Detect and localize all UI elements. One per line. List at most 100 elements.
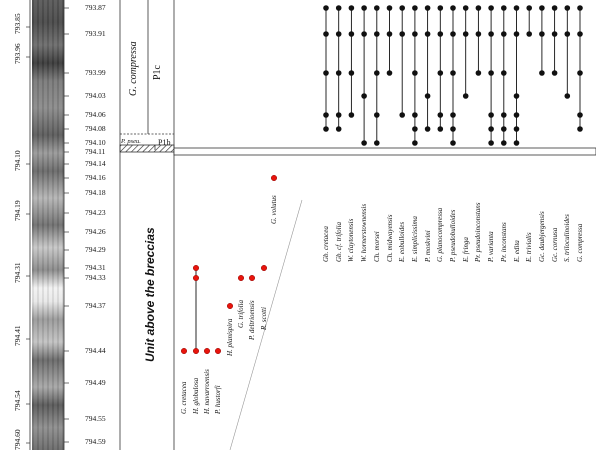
upper-species-label: Gc. cornusa xyxy=(550,227,559,262)
upper-species-label: E. fringa xyxy=(461,237,470,262)
occurrence-dot xyxy=(501,112,507,118)
right-depth-label: 794.26 xyxy=(85,227,106,236)
occurrence-dot xyxy=(450,140,456,146)
right-depth-label: 794.03 xyxy=(85,91,106,100)
occurrence-dot xyxy=(424,31,431,37)
occurrence-dot xyxy=(488,70,494,76)
upper-species-label: P. pseudobulloides xyxy=(449,209,457,262)
right-depth-label: 794.44 xyxy=(85,346,106,355)
occurrence-dot xyxy=(450,5,456,11)
right-depth-label: 793.91 xyxy=(85,29,106,38)
occurrence-dot xyxy=(564,5,571,11)
lower-species-label: H. planispira xyxy=(226,318,234,356)
occurrence-dot xyxy=(335,126,342,132)
occurrence-dot xyxy=(374,70,380,76)
occurrence-dot xyxy=(462,31,469,37)
occurrence-dot xyxy=(374,140,380,146)
occurrence-dot xyxy=(475,31,482,37)
occurrence-dot xyxy=(513,5,520,11)
occurrence-dot xyxy=(348,112,355,118)
occurrence-dot-red xyxy=(203,348,210,355)
occurrence-dot xyxy=(488,140,494,146)
occurrence-dot xyxy=(501,126,507,132)
occurrence-dot xyxy=(513,93,520,99)
right-depth-label: 794.16 xyxy=(85,173,106,182)
occurrence-dot xyxy=(424,126,431,132)
right-depth-label: 794.11 xyxy=(85,147,106,156)
occurrence-dot xyxy=(551,31,558,37)
occurrence-dot xyxy=(335,70,342,76)
breccia-band-upper-panel xyxy=(173,147,596,156)
occurrence-dot xyxy=(323,112,329,118)
right-depth-label: 794.31 xyxy=(85,263,106,272)
occurrence-dot xyxy=(412,70,418,76)
core-photo xyxy=(32,0,64,450)
occurrence-dot xyxy=(488,126,494,132)
upper-species-label: G. planocompressa xyxy=(436,207,445,262)
occurrence-dot xyxy=(551,70,558,76)
occurrence-dot xyxy=(437,112,444,118)
lower-species-label: H. globulosa xyxy=(192,377,200,414)
left-depth-label: 794.31 xyxy=(13,262,22,283)
upper-species-label: W. hornerstownensis xyxy=(360,203,369,262)
occurrence-dot xyxy=(361,140,367,146)
blank-box-upper xyxy=(182,0,232,115)
occurrence-dot xyxy=(564,31,571,37)
right-depth-label: 794.59 xyxy=(85,437,106,446)
occurrence-dot xyxy=(462,93,469,99)
left-depth-label: 794.19 xyxy=(13,200,22,221)
occurrence-dot xyxy=(412,31,418,37)
left-depth-label: 794.10 xyxy=(13,150,22,171)
occurrence-dot xyxy=(437,31,444,37)
occurrence-dot xyxy=(437,70,444,76)
occurrence-dot xyxy=(437,5,444,11)
occurrence-dot xyxy=(412,126,418,132)
occurrence-dot-red xyxy=(192,348,199,355)
occurrence-dot xyxy=(374,112,380,118)
occurrence-dot xyxy=(348,70,355,76)
occurrence-dot-red xyxy=(180,348,187,355)
unit-label-box xyxy=(137,183,160,415)
lower-species-label: R. scotti xyxy=(260,307,268,330)
upper-species-label: W. claytonensis xyxy=(347,218,356,262)
occurrence-dot xyxy=(462,5,469,11)
upper-species-label: P. varianta xyxy=(487,231,496,262)
occurrence-dot xyxy=(577,31,583,37)
occurrence-dot xyxy=(424,5,431,11)
occurrence-dot xyxy=(488,112,494,118)
occurrence-dot xyxy=(551,5,558,11)
right-depth-label: 794.08 xyxy=(85,124,106,133)
occurrence-dot xyxy=(323,126,329,132)
occurrence-dot xyxy=(501,140,507,146)
right-depth-label: 794.55 xyxy=(85,414,106,423)
occurrence-dot xyxy=(335,31,342,37)
occurrence-dot xyxy=(526,5,532,11)
occurrence-dot xyxy=(526,31,532,37)
occurrence-dot xyxy=(348,5,355,11)
lower-panel-edge xyxy=(229,199,303,450)
right-depth-label: 794.29 xyxy=(85,245,106,254)
left-depth-label: 793.96 xyxy=(13,43,22,64)
occurrence-dot xyxy=(488,31,494,37)
occurrence-dot xyxy=(450,31,456,37)
occurrence-dot xyxy=(386,5,393,11)
occurrence-dot-red xyxy=(192,275,199,282)
occurrence-dot xyxy=(361,93,367,99)
occurrence-dot xyxy=(501,31,507,37)
occurrence-dot xyxy=(323,5,329,11)
right-depth-label: 794.49 xyxy=(85,378,106,387)
occurrence-dot xyxy=(513,31,520,37)
occurrence-dot xyxy=(412,140,418,146)
upper-species-label: Pr. pseudoinconstans xyxy=(474,202,483,263)
upper-species-label: Pr. inconstans xyxy=(499,222,508,262)
right-depth-label: 794.06 xyxy=(85,110,106,119)
left-depth-label: 793.85 xyxy=(13,13,22,34)
lower-species-label: G. trifolia xyxy=(237,299,245,328)
lower-white-panel xyxy=(230,200,596,450)
occurrence-dot-red xyxy=(237,275,244,282)
occurrence-dot xyxy=(399,5,406,11)
occurrence-dot xyxy=(513,112,520,118)
upper-species-label: Gc. daubjergensis xyxy=(537,211,546,262)
